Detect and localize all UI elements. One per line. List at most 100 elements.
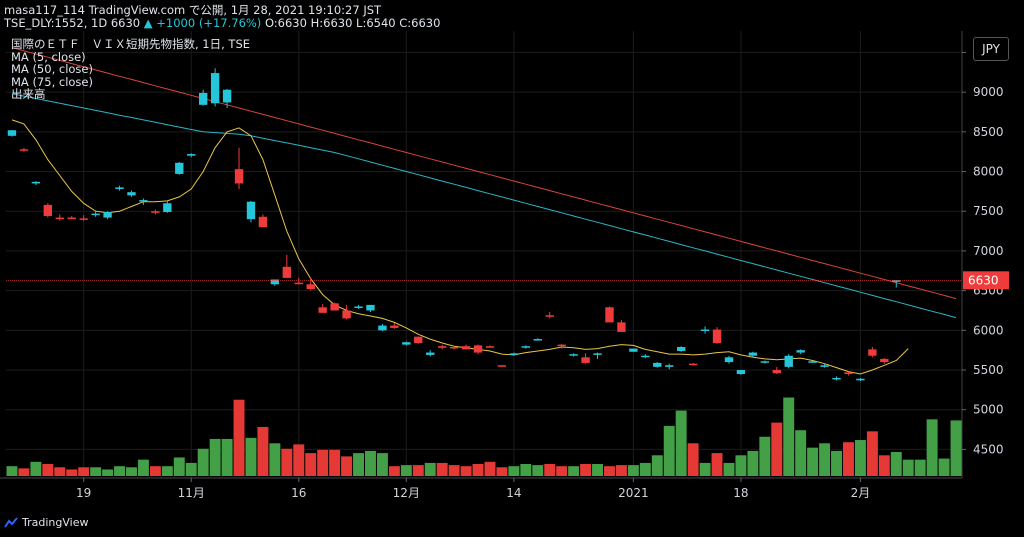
candle-body bbox=[868, 349, 877, 356]
volume-bar bbox=[675, 410, 687, 476]
ma50-line bbox=[11, 93, 957, 319]
candle-body bbox=[318, 307, 327, 313]
x-tick-label: 14 bbox=[506, 486, 521, 500]
y-tick-label: 9000 bbox=[973, 85, 1004, 99]
candle-body bbox=[748, 352, 758, 356]
candle-body bbox=[581, 357, 590, 363]
legend-ma50[interactable]: MA (50, close) bbox=[11, 62, 93, 76]
volume-bar bbox=[6, 466, 18, 476]
candle-body bbox=[19, 149, 29, 151]
volume-bar bbox=[90, 467, 102, 476]
candle-body bbox=[437, 346, 447, 348]
x-tick-label: 18 bbox=[733, 486, 748, 500]
volume-bar bbox=[532, 465, 544, 476]
candle-body bbox=[641, 355, 650, 358]
candle-body bbox=[808, 361, 817, 363]
price-change: ▲ +1000 (+17.76%) bbox=[143, 16, 262, 30]
volume-bar bbox=[245, 437, 257, 476]
volume-bar bbox=[783, 397, 795, 476]
candle-body bbox=[175, 162, 184, 174]
tradingview-logo-icon bbox=[4, 516, 18, 528]
y-tick-label: 4500 bbox=[973, 442, 1004, 456]
volume-bar bbox=[161, 466, 173, 476]
ma5-line bbox=[11, 119, 909, 375]
volume-bar bbox=[759, 436, 771, 476]
symbol-info: TSE_DLY:1552, 1D 6630 ▲ +1000 (+17.76%) … bbox=[4, 16, 440, 30]
candle-body bbox=[222, 89, 232, 103]
candle-body bbox=[772, 370, 781, 374]
volume-bar bbox=[627, 465, 639, 476]
candle-body bbox=[497, 365, 507, 367]
candle-body bbox=[67, 217, 76, 220]
volume-bar bbox=[484, 461, 496, 476]
volume-bar bbox=[795, 430, 807, 476]
x-tick-label: 2021 bbox=[618, 486, 649, 500]
candle-body bbox=[736, 370, 746, 374]
x-tick-label: 2月 bbox=[851, 486, 871, 500]
candle-body bbox=[198, 92, 208, 105]
volume-bar bbox=[114, 466, 125, 476]
volume-bar bbox=[66, 469, 78, 476]
last-price-badge bbox=[963, 271, 1009, 290]
y-tick-label: 7000 bbox=[973, 244, 1004, 258]
candle-body bbox=[521, 346, 531, 348]
volume-bar bbox=[329, 449, 341, 476]
volume-bar bbox=[376, 453, 388, 476]
volume-bar bbox=[615, 465, 627, 476]
candle-body bbox=[270, 279, 280, 285]
volume-bar bbox=[926, 419, 938, 476]
volume-bar bbox=[54, 467, 66, 476]
volume-bar bbox=[305, 453, 317, 476]
candle-body bbox=[79, 218, 88, 220]
candle-body bbox=[139, 200, 148, 202]
volume-bar bbox=[209, 438, 221, 476]
volume-bar bbox=[950, 420, 962, 476]
volume-bar bbox=[568, 466, 580, 476]
volume-bar bbox=[771, 422, 783, 476]
currency-button[interactable]: JPY bbox=[973, 37, 1009, 61]
volume-bar bbox=[388, 466, 400, 476]
volume-bar bbox=[592, 464, 603, 476]
footer-brand[interactable]: TradingView bbox=[4, 516, 88, 529]
volume-bar bbox=[807, 447, 819, 476]
volume-bar bbox=[699, 462, 711, 476]
legend-volume[interactable]: 出来高 bbox=[11, 87, 46, 101]
volume-bar bbox=[78, 467, 90, 476]
legend-symbol[interactable]: 国際のＥＴＦ ＶＩＸ短期先物指数, 1日, TSE bbox=[11, 37, 251, 51]
volume-bar bbox=[197, 448, 209, 476]
volume-bar bbox=[400, 465, 412, 476]
volume-bar bbox=[723, 462, 735, 476]
volume-bar bbox=[508, 466, 520, 476]
volume-bar bbox=[18, 468, 30, 476]
candle-body bbox=[832, 377, 841, 380]
candle-body bbox=[127, 192, 136, 196]
candle-body bbox=[712, 329, 722, 344]
volume-bar bbox=[436, 462, 448, 476]
candle-body bbox=[473, 345, 483, 353]
candle-body bbox=[545, 315, 554, 317]
legend-ma75[interactable]: MA (75, close) bbox=[11, 74, 93, 89]
volume-bar bbox=[854, 440, 866, 476]
candle-body bbox=[55, 217, 64, 220]
candle-body bbox=[461, 346, 471, 350]
volume-bar bbox=[137, 459, 149, 476]
candle-body bbox=[163, 203, 172, 213]
volume-bar bbox=[639, 462, 651, 476]
legend-ma5[interactable]: MA (5, close) bbox=[11, 49, 86, 64]
volume-bar bbox=[257, 426, 269, 476]
candle-body bbox=[724, 357, 734, 363]
last-price-label: 6630 bbox=[968, 273, 999, 287]
candle-body bbox=[665, 365, 674, 367]
candle-body bbox=[103, 212, 112, 218]
candle-body bbox=[557, 344, 566, 347]
volume-bar bbox=[233, 399, 245, 476]
volume-bar bbox=[412, 465, 424, 476]
y-tick-label: 5000 bbox=[973, 403, 1004, 417]
candle-body bbox=[151, 211, 160, 213]
volume-bar bbox=[520, 464, 532, 476]
volume-bar bbox=[866, 431, 878, 476]
y-tick-label: 6000 bbox=[973, 323, 1004, 337]
x-tick-label: 11月 bbox=[178, 486, 205, 500]
ohlc-values: O:6630 H:6630 L:6540 C:6630 bbox=[264, 16, 441, 30]
